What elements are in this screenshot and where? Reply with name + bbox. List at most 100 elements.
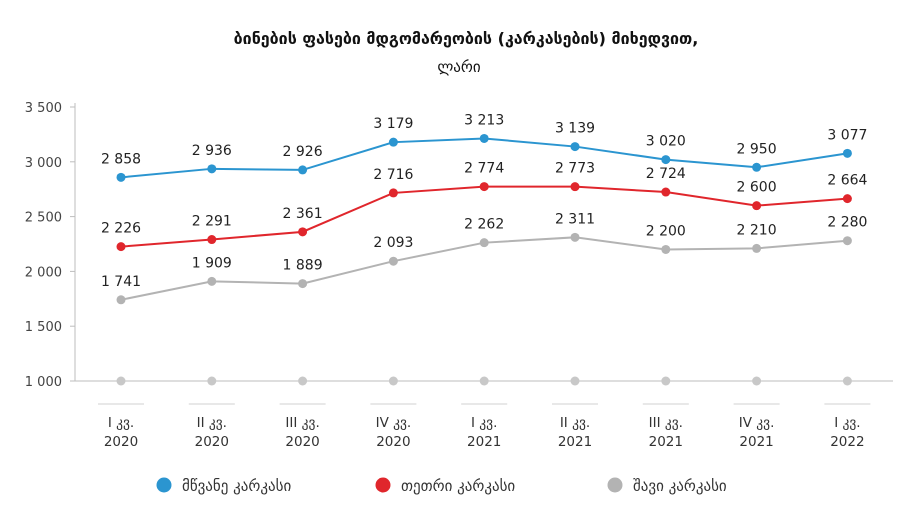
data-label: 2 200 — [646, 223, 686, 239]
data-label: 3 213 — [464, 112, 504, 128]
data-point — [570, 182, 580, 192]
data-point — [207, 164, 217, 174]
data-point — [570, 232, 580, 242]
data-label: 1 741 — [101, 274, 141, 290]
x-tick-label: I კვ. — [471, 415, 497, 431]
data-point — [388, 188, 398, 198]
data-point — [116, 295, 126, 305]
y-tick-label: 3 000 — [25, 156, 62, 171]
data-label: 2 226 — [101, 221, 141, 237]
legend-label: თეთრი კარკასი — [401, 477, 515, 495]
baseline-marker — [842, 376, 852, 386]
data-point — [752, 243, 762, 253]
data-point — [298, 165, 308, 175]
data-point — [116, 242, 126, 252]
legend-item: თეთრი კარკასი — [375, 477, 515, 495]
data-point — [661, 244, 671, 254]
baseline-marker — [207, 376, 217, 386]
data-label: 2 936 — [192, 143, 232, 159]
x-tick-label-year: 2020 — [195, 434, 229, 450]
data-point — [752, 201, 762, 211]
data-label: 1 909 — [192, 255, 232, 271]
data-point — [388, 256, 398, 266]
data-label: 2 093 — [373, 235, 413, 251]
legend-marker — [375, 477, 391, 493]
y-tick-label: 1 500 — [25, 320, 62, 335]
data-label: 2 361 — [283, 206, 323, 222]
chart-subtitle: ლარი — [437, 58, 481, 76]
axes: 1 000 1 500 2 000 2 500 3 000 3 500 I კვ. 2020 I… — [25, 101, 893, 450]
data-point — [298, 279, 308, 289]
legend-marker — [607, 477, 623, 493]
data-point — [479, 133, 489, 143]
legend-item: შავი კარკასი — [607, 477, 727, 495]
data-label: 2 280 — [827, 215, 867, 231]
baseline-marker — [298, 376, 308, 386]
x-tick-label: III კვ. — [285, 415, 319, 431]
data-label: 3 020 — [646, 134, 686, 150]
data-label: 2 950 — [737, 141, 777, 157]
series-layer: 2 858 2 936 2 926 3 179 3 213 3 139 3 020 2 950… — [101, 112, 868, 305]
data-label: 2 773 — [555, 161, 595, 177]
x-tick-label: II კვ. — [197, 415, 227, 431]
series-1: 2 858 2 936 2 926 3 179 3 213 3 139 3 020 2 950… — [101, 112, 867, 182]
data-label: 2 926 — [283, 144, 323, 160]
x-tick-label-year: 2020 — [104, 434, 138, 450]
x-tick-label: I კვ. — [108, 415, 134, 431]
data-point — [570, 142, 580, 152]
baseline-marker — [116, 376, 126, 386]
y-tick-label: 3 500 — [25, 101, 62, 116]
data-point — [207, 235, 217, 245]
data-point — [752, 162, 762, 172]
baseline-marker — [661, 376, 671, 386]
data-point — [661, 187, 671, 197]
x-tick-label-year: 2021 — [558, 434, 592, 450]
data-label: 2 716 — [373, 167, 413, 183]
data-label: 3 077 — [827, 127, 867, 143]
y-tick-label: 2 500 — [25, 211, 62, 226]
x-tick-label-year: 2020 — [285, 434, 319, 450]
data-point — [842, 148, 852, 158]
data-label: 2 664 — [827, 173, 867, 189]
x-tick-label-year: 2020 — [376, 434, 410, 450]
data-point — [298, 227, 308, 237]
legend: მწვანე კარკასი თეთრი კარკასი შავი კარკასი — [156, 477, 727, 495]
data-point — [479, 182, 489, 192]
data-label: 3 179 — [373, 116, 413, 132]
data-point — [388, 137, 398, 147]
baseline-marker — [479, 376, 489, 386]
data-label: 2 311 — [555, 211, 595, 227]
data-label: 2 600 — [737, 180, 777, 196]
x-tick-label: IV კვ. — [376, 415, 412, 431]
data-label: 1 889 — [283, 258, 323, 274]
data-label: 2 724 — [646, 166, 686, 182]
x-tick-label: I კვ. — [834, 415, 860, 431]
x-tick-label-year: 2021 — [649, 434, 683, 450]
data-point — [207, 276, 217, 286]
x-tick-label: II კვ. — [560, 415, 590, 431]
data-label: 3 139 — [555, 121, 595, 137]
legend-marker — [156, 477, 172, 493]
x-tick-label-year: 2021 — [739, 434, 773, 450]
series-3: 1 741 1 909 1 889 2 093 2 262 2 311 2 200 2 210… — [101, 211, 867, 305]
x-tick-label-year: 2022 — [830, 434, 864, 450]
y-tick-label: 1 000 — [25, 375, 62, 390]
data-point — [842, 194, 852, 204]
data-label: 2 858 — [101, 151, 141, 167]
series-2: 2 226 2 291 2 361 2 716 2 774 2 773 2 724 2 600… — [101, 161, 868, 252]
y-tick-label: 2 000 — [25, 265, 62, 280]
baseline-marker — [388, 376, 398, 386]
data-point — [661, 155, 671, 165]
x-tick-label: IV კვ. — [739, 415, 775, 431]
x-tick-label: III კვ. — [649, 415, 683, 431]
legend-label: მწვანე კარკასი — [182, 477, 291, 495]
legend-label: შავი კარკასი — [633, 477, 727, 495]
baseline-marker — [752, 376, 762, 386]
legend-item: მწვანე კარკასი — [156, 477, 291, 495]
data-label: 2 262 — [464, 217, 504, 233]
data-label: 2 774 — [464, 161, 504, 177]
data-label: 2 291 — [192, 214, 232, 230]
x-tick-label-year: 2021 — [467, 434, 501, 450]
data-point — [479, 238, 489, 248]
baseline-marker — [570, 376, 580, 386]
